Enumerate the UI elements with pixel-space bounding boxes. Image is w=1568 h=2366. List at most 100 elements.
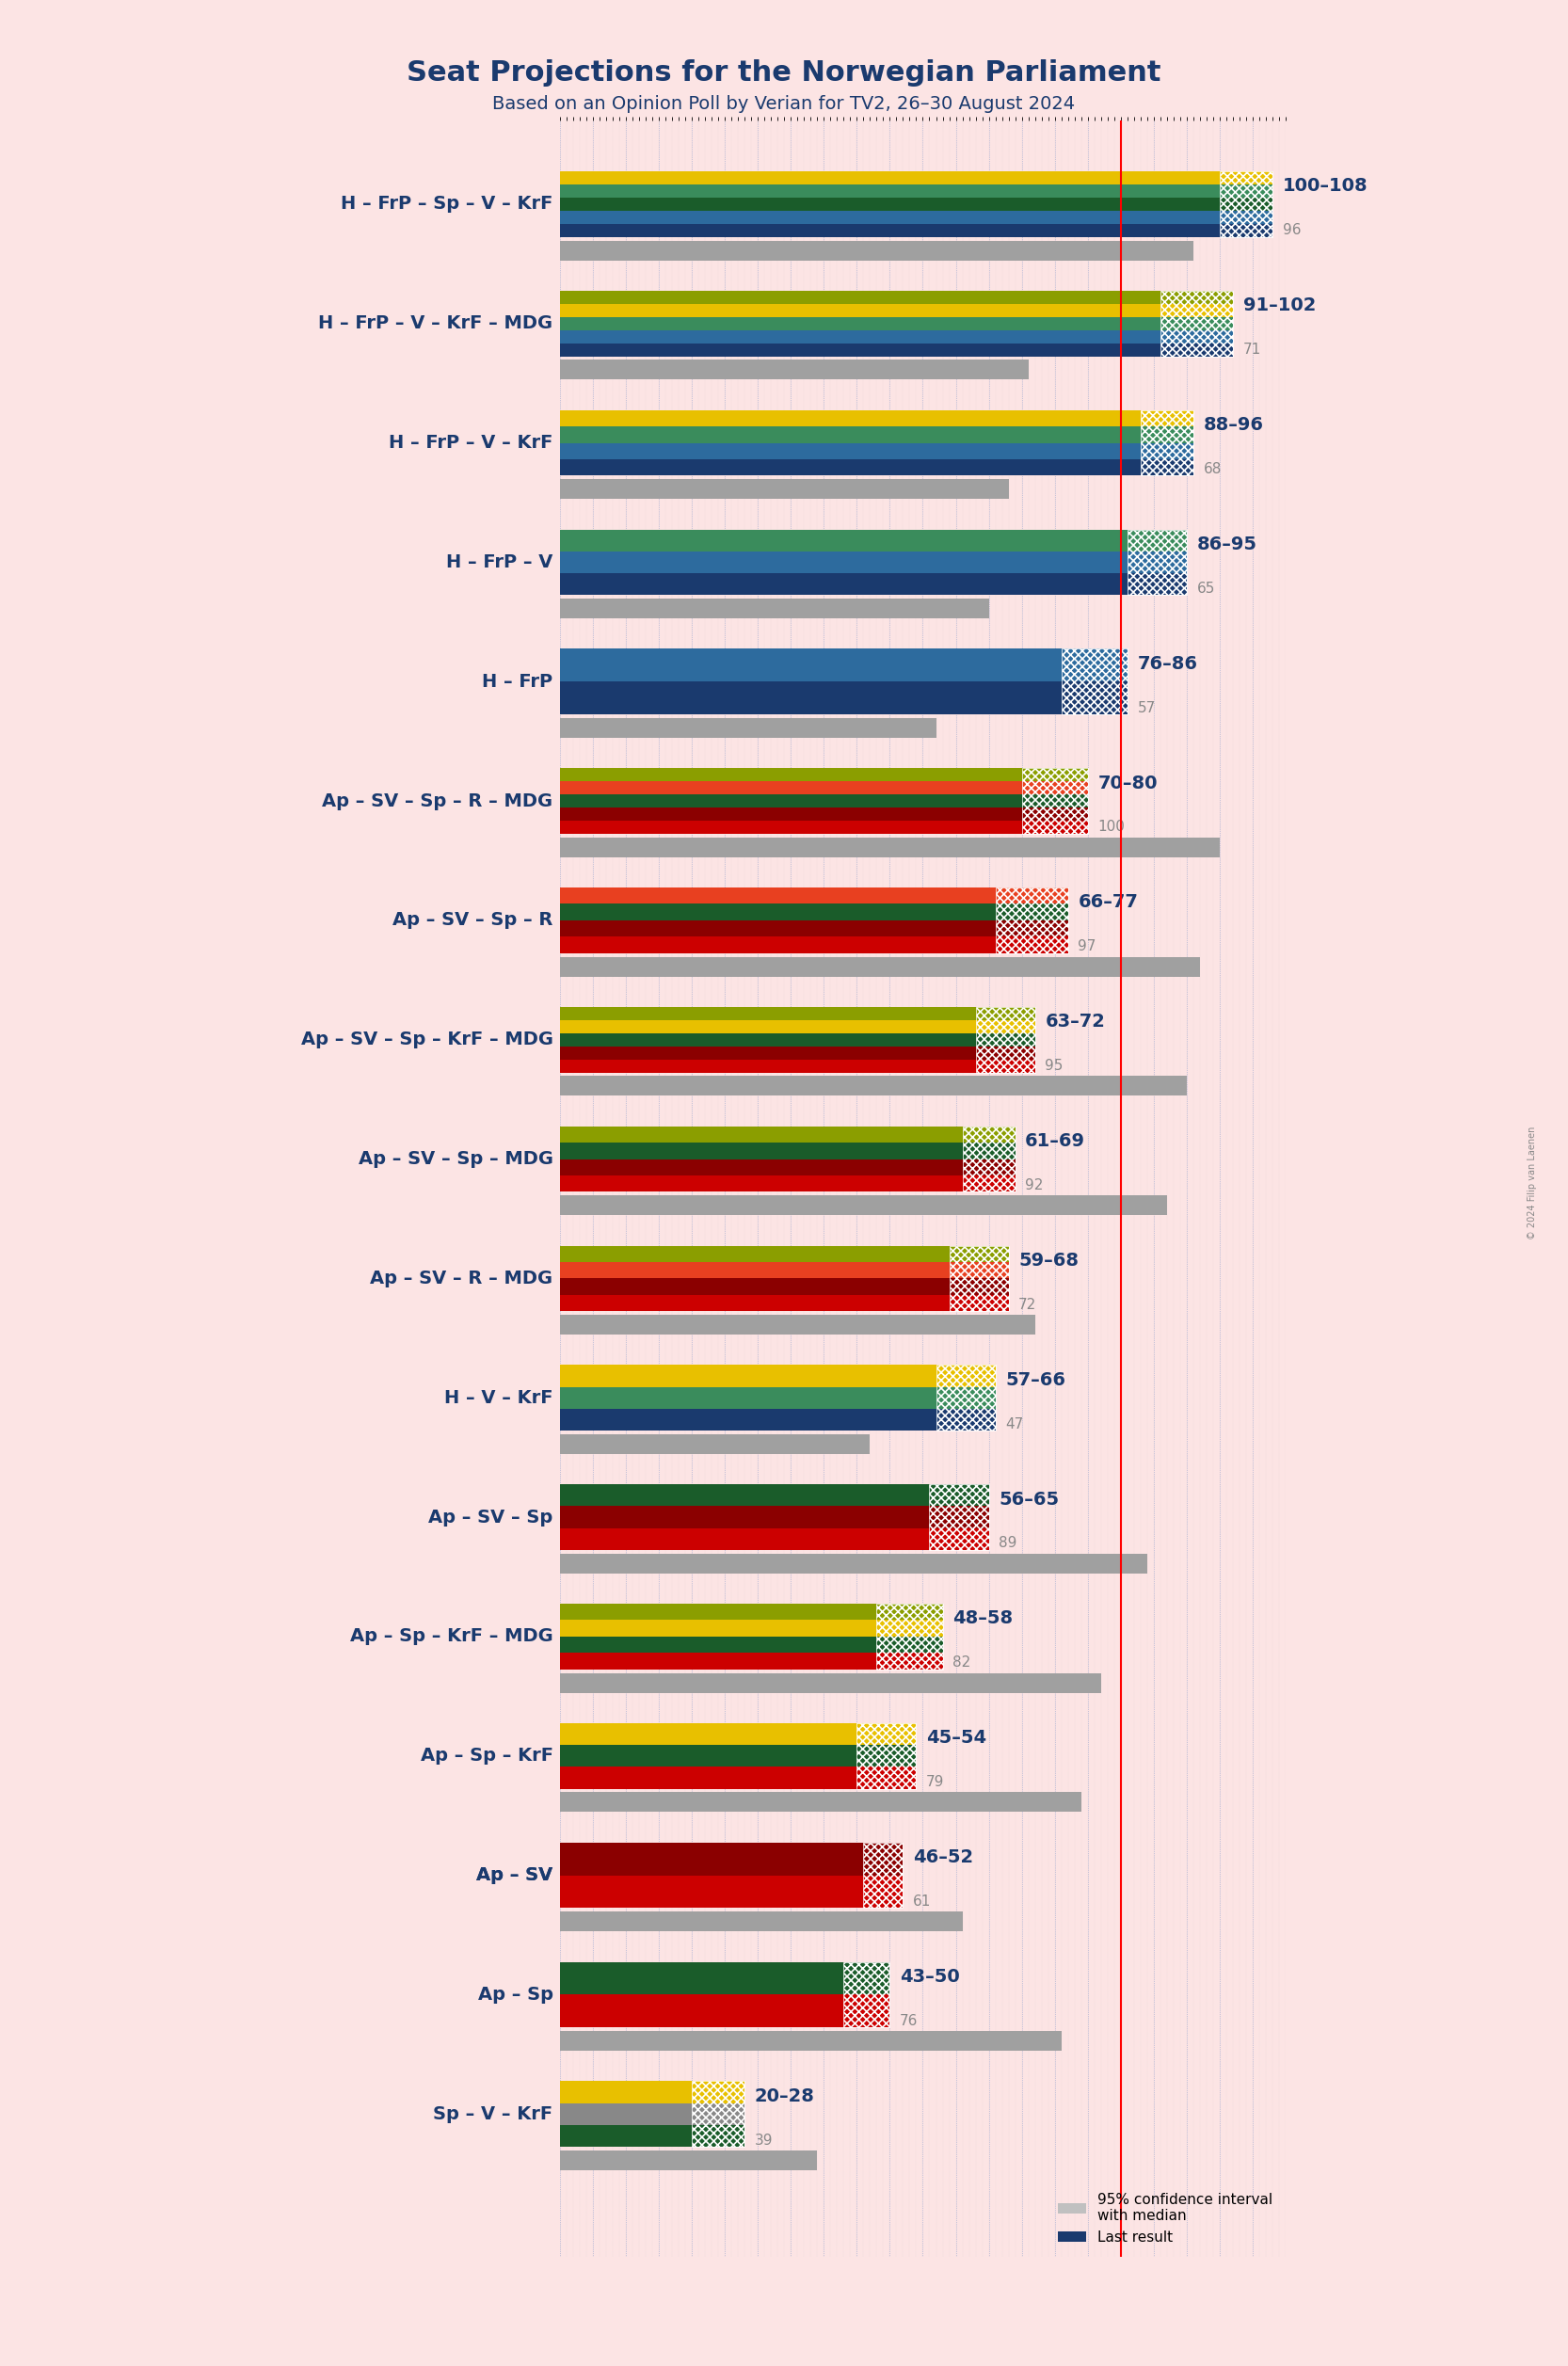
Bar [1127, 530, 1187, 551]
Bar [856, 1767, 916, 1789]
Text: 76–86: 76–86 [1137, 655, 1198, 672]
Bar [560, 241, 1193, 260]
Text: 61–69: 61–69 [1025, 1133, 1085, 1150]
Bar [560, 1159, 963, 1176]
Bar [560, 1408, 936, 1431]
Text: 65: 65 [1196, 582, 1215, 596]
Bar [560, 1008, 975, 1020]
Bar [560, 170, 1220, 185]
Text: 95: 95 [1044, 1060, 1063, 1074]
Bar [949, 1245, 1008, 1311]
Bar [1062, 648, 1127, 715]
Bar [560, 1654, 877, 1670]
Bar [560, 920, 996, 937]
Bar [560, 1046, 975, 1060]
Bar [1220, 192, 1273, 218]
Bar [1140, 426, 1193, 442]
Bar [975, 1046, 1035, 1060]
Text: 56–65: 56–65 [999, 1491, 1058, 1507]
Bar [1220, 199, 1273, 211]
Bar [864, 1876, 903, 1907]
Bar [560, 291, 1160, 303]
Bar [1062, 648, 1127, 681]
Text: 100–108: 100–108 [1283, 177, 1367, 194]
Bar [1140, 431, 1193, 457]
Bar [560, 360, 1029, 379]
Text: 20–28: 20–28 [754, 2087, 814, 2106]
Text: 71: 71 [1243, 343, 1261, 357]
Bar [560, 1176, 963, 1192]
Bar [560, 1554, 1148, 1573]
Text: 79: 79 [927, 1774, 944, 1789]
Bar [963, 1176, 1014, 1192]
Legend: 95% confidence interval
with median, Last result: 95% confidence interval with median, Las… [1052, 2186, 1279, 2250]
Bar [949, 1278, 1008, 1294]
Bar [560, 1483, 930, 1507]
Bar [560, 2151, 817, 2170]
Text: Seat Projections for the Norwegian Parliament: Seat Projections for the Norwegian Parli… [406, 59, 1162, 88]
Bar [877, 1623, 942, 1649]
Bar [844, 1961, 889, 1995]
Bar [560, 887, 996, 904]
Bar [1220, 170, 1273, 185]
Bar [560, 1261, 949, 1278]
Text: 48–58: 48–58 [952, 1609, 1013, 1628]
Text: Ap – SV – R – MDG: Ap – SV – R – MDG [370, 1271, 554, 1287]
Text: 61: 61 [913, 1895, 931, 1909]
Text: 76: 76 [900, 2013, 917, 2028]
Bar [949, 1266, 1008, 1292]
Text: 82: 82 [952, 1656, 971, 1670]
Text: 86–95: 86–95 [1196, 535, 1258, 554]
Bar [560, 199, 1220, 211]
Text: Ap – Sp – KrF: Ap – Sp – KrF [420, 1746, 554, 1765]
Bar [560, 426, 1140, 442]
Bar [560, 1386, 936, 1408]
Bar [996, 906, 1068, 935]
Text: 100: 100 [1098, 821, 1124, 835]
Bar [560, 2103, 691, 2125]
Bar [963, 1145, 1014, 1171]
Bar [864, 1862, 903, 1888]
Bar [1220, 170, 1273, 237]
Text: 39: 39 [754, 2134, 773, 2148]
Bar [560, 807, 1022, 821]
Bar [930, 1483, 989, 1507]
Bar [963, 1143, 1014, 1159]
Bar [975, 1008, 1035, 1072]
Bar [1022, 788, 1088, 814]
Bar [560, 442, 1140, 459]
Text: 89: 89 [999, 1536, 1018, 1550]
Bar [1140, 442, 1193, 459]
Text: 96: 96 [1283, 222, 1301, 237]
Text: 97: 97 [1077, 939, 1096, 953]
Bar [691, 2082, 745, 2103]
Bar [560, 781, 1022, 795]
Bar [1022, 781, 1088, 795]
Text: 43–50: 43–50 [900, 1969, 960, 1985]
Bar [1160, 343, 1232, 357]
Text: 57: 57 [1137, 700, 1156, 715]
Bar [560, 1722, 856, 1746]
Bar [877, 1604, 942, 1621]
Text: Ap – SV – Sp: Ap – SV – Sp [428, 1507, 554, 1526]
Bar [560, 409, 1140, 426]
Bar [844, 1961, 889, 2028]
Bar [560, 331, 1160, 343]
Bar [560, 317, 1160, 331]
Bar [877, 1654, 942, 1670]
Bar [1127, 530, 1187, 596]
Bar [936, 1408, 996, 1431]
Bar [560, 1126, 963, 1143]
Bar [949, 1294, 1008, 1311]
Bar [560, 1876, 864, 1907]
Bar [1160, 291, 1232, 357]
Bar [1127, 551, 1187, 573]
Bar [1022, 821, 1088, 833]
Bar [560, 838, 1220, 856]
Bar [560, 1995, 844, 2028]
Text: 70–80: 70–80 [1098, 774, 1157, 793]
Bar [856, 1746, 916, 1767]
Bar [560, 551, 1127, 573]
Text: H – V – KrF: H – V – KrF [444, 1389, 554, 1408]
Text: Ap – Sp – KrF – MDG: Ap – Sp – KrF – MDG [350, 1628, 554, 1644]
